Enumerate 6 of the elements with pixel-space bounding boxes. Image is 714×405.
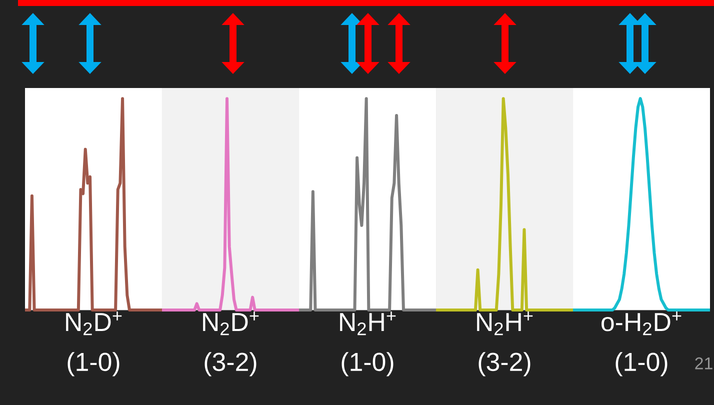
- text: N$_{2}$H$^{+}$ (3-2): [477, 312, 533, 376]
- text: 21: [695, 357, 712, 370]
- text: N$_{2}$H$^{+}$ (1-0): [340, 312, 396, 376]
- text: N$_{2}$D$^{+}$ (3-2): [203, 312, 259, 376]
- text: N$_{2}$D$^{+}$ (1-0): [66, 312, 122, 376]
- text: o-H$_{2}$D$^{+}$ (1-0): [602, 312, 682, 376]
